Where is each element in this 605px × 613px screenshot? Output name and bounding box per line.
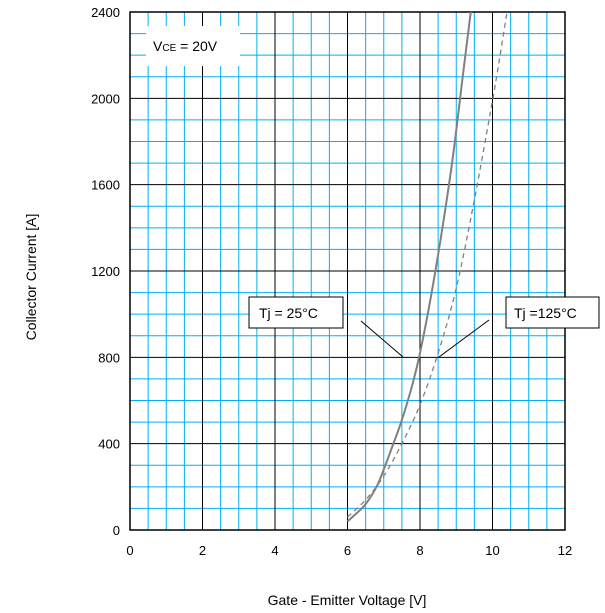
x-tick-label: 10	[485, 543, 499, 558]
y-axis-label: Collector Current [A]	[23, 214, 39, 341]
x-tick-label: 8	[416, 543, 423, 558]
y-tick-label: 1200	[91, 264, 120, 279]
x-tick-label: 4	[271, 543, 278, 558]
y-tick-label: 800	[98, 350, 120, 365]
x-tick-label: 12	[558, 543, 572, 558]
x-tick-label: 2	[199, 543, 206, 558]
y-tick-label: 1600	[91, 178, 120, 193]
y-tick-label: 0	[113, 523, 120, 538]
y-tick-label: 2400	[91, 5, 120, 20]
x-tick-label: 0	[126, 543, 133, 558]
x-axis-label: Gate - Emitter Voltage [V]	[268, 592, 427, 608]
x-tick-label: 6	[344, 543, 351, 558]
vce-label-sub: CE	[162, 43, 176, 54]
vce-label-rest: = 20V	[176, 38, 218, 54]
y-tick-label: 400	[98, 437, 120, 452]
y-tick-label: 2000	[91, 91, 120, 106]
tj25-label: Tj = 25°C	[259, 305, 318, 321]
tj125-label: Tj =125°C	[514, 305, 577, 321]
